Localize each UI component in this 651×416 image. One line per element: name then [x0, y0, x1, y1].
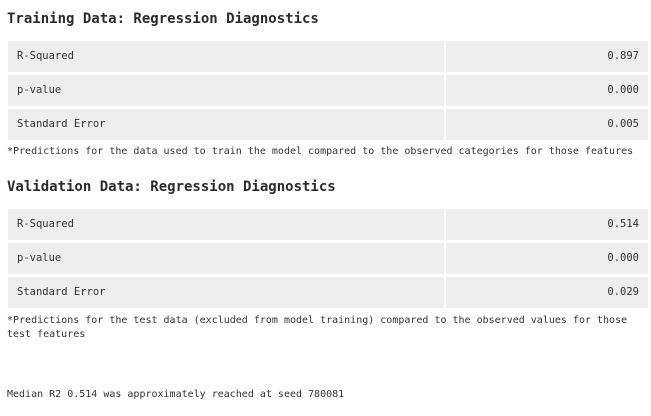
table-row: Standard Error 0.029 [8, 277, 648, 308]
training-r-squared-label: R-Squared [8, 41, 446, 72]
table-row: R-Squared 0.897 [8, 41, 648, 72]
training-r-squared-value: 0.897 [607, 50, 639, 62]
training-standard-error-value: 0.005 [607, 118, 639, 130]
median-r2-summary: Median R2 0.514 was approximately reache… [7, 389, 345, 400]
training-standard-error-label: Standard Error [8, 109, 446, 140]
validation-p-value-label: p-value [8, 243, 446, 274]
table-row: p-value 0.000 [8, 243, 648, 274]
validation-p-value-value: 0.000 [607, 252, 639, 264]
validation-diagnostics-table: R-Squared 0.514 p-value 0.000 Standard E… [8, 209, 648, 311]
validation-standard-error-value: 0.029 [607, 286, 639, 298]
validation-r-squared-label: R-Squared [8, 209, 446, 240]
table-row: p-value 0.000 [8, 75, 648, 106]
training-diagnostics-table: R-Squared 0.897 p-value 0.000 Standard E… [8, 41, 648, 143]
validation-note: *Predictions for the test data (excluded… [7, 315, 628, 340]
validation-r-squared-value: 0.514 [607, 218, 639, 230]
training-diagnostics-title: Training Data: Regression Diagnostics [7, 11, 319, 27]
table-row: Standard Error 0.005 [8, 109, 648, 140]
validation-standard-error-label: Standard Error [8, 277, 446, 308]
training-p-value-value: 0.000 [607, 84, 639, 96]
validation-diagnostics-title: Validation Data: Regression Diagnostics [7, 179, 336, 195]
training-p-value-label: p-value [8, 75, 446, 106]
training-note: *Predictions for the data used to train … [7, 146, 634, 157]
table-row: R-Squared 0.514 [8, 209, 648, 240]
